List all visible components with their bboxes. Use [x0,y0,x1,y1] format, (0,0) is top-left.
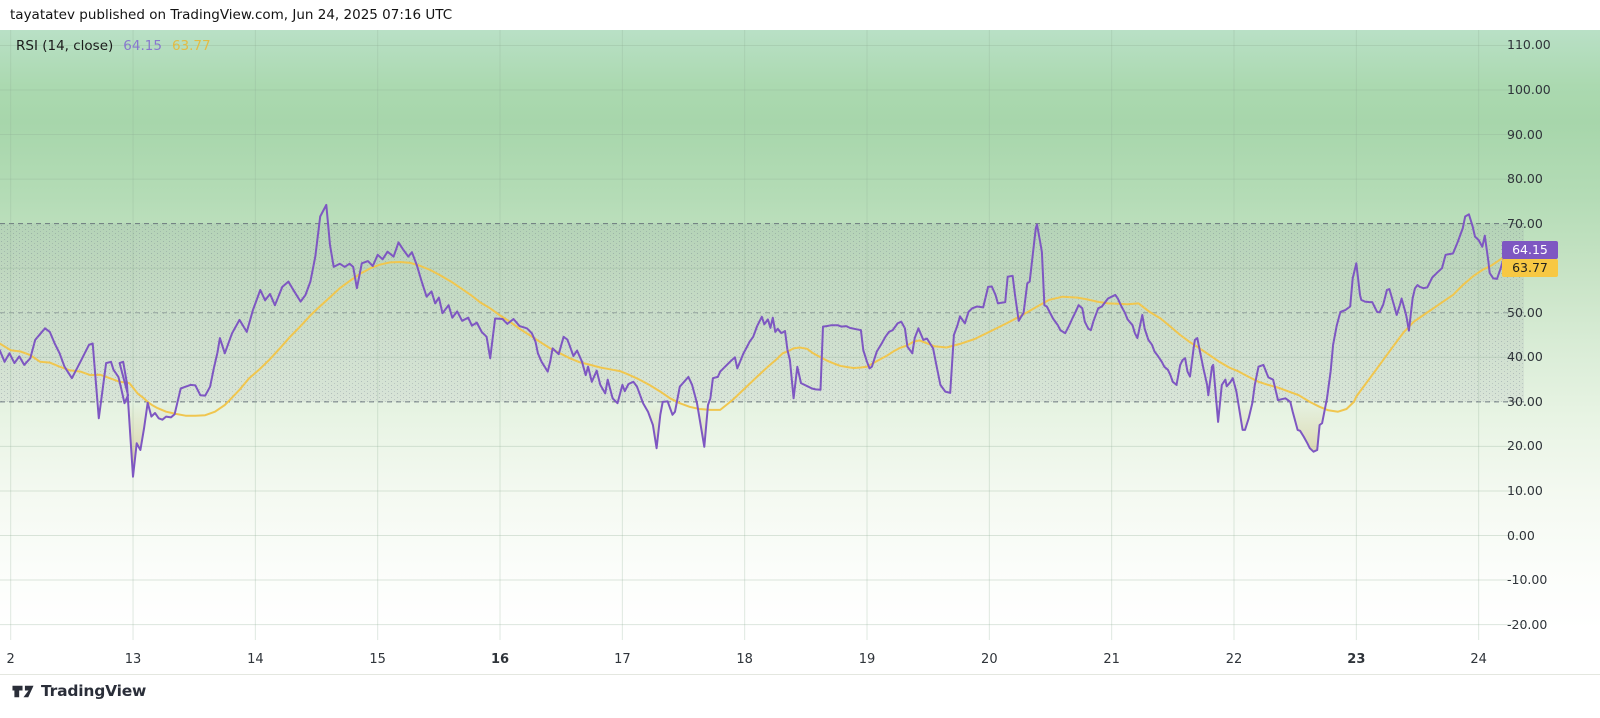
tradingview-logo[interactable]: TradingView [12,682,146,700]
price-axis-label: 10.00 [1507,482,1543,498]
tradingview-logo-icon [12,685,34,697]
price-axis-label: 40.00 [1507,349,1543,365]
price-axis-label: 70.00 [1507,215,1543,231]
time-axis-label: 14 [247,652,264,667]
time-axis-label: 15 [369,652,386,667]
time-axis-label: 22 [1225,652,1243,667]
time-axis-label: 18 [736,652,753,667]
time-axis-label: 24 [1470,652,1487,667]
tradingview-logo-text: TradingView [41,682,147,700]
publish-caption: tayatatev published on TradingView.com, … [10,7,453,23]
ma-legend-value: 63.77 [171,38,211,54]
time-axis-label: 13 [124,652,142,667]
oversold-fill [696,401,710,447]
indicator-legend[interactable]: RSI (14, close) 64.15 63.77 [16,38,211,54]
rsi-line [0,203,1518,478]
time-axis-label: 19 [858,652,876,667]
price-axis-label: 30.00 [1507,393,1543,409]
time-axis-label: 23 [1347,652,1366,667]
footer-divider [0,674,1600,675]
ma-value-badge: 63.77 [1502,259,1558,277]
price-axis-label: -10.00 [1507,572,1548,588]
price-axis-label: 100.00 [1507,82,1551,97]
rsi-legend-value: 64.15 [123,38,162,54]
time-axis-label: 17 [614,652,631,667]
time-axis-label: 21 [1103,652,1120,667]
price-axis-label: 90.00 [1507,126,1543,142]
time-axis-label: 16 [490,652,510,667]
price-axis-label: 80.00 [1507,171,1543,187]
price-axis-label: -20.00 [1507,616,1548,632]
price-axis-label: 20.00 [1507,438,1543,454]
price-axis-label: 110.00 [1507,37,1551,53]
time-axis-label: 2 [6,652,15,667]
ma-line [0,252,1518,417]
oversold-fill [128,401,178,477]
rsi-value-badge: 64.15 [1502,241,1558,259]
price-axis-label: 0.00 [1507,527,1535,543]
price-axis-label: 50.00 [1507,304,1543,320]
time-axis-label: 20 [981,652,998,667]
indicator-title: RSI (14, close) [16,38,114,54]
